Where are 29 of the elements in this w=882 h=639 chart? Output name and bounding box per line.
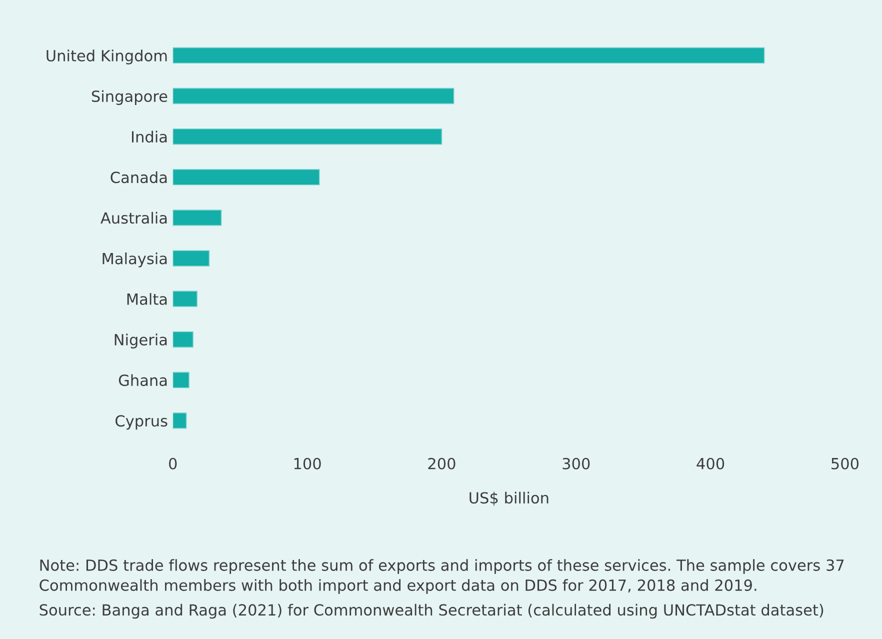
bar — [172, 331, 194, 348]
y-tick-label: Ghana — [118, 374, 167, 386]
x-tick-label: 200 — [428, 458, 456, 470]
y-tick-label: Australia — [100, 212, 167, 224]
source-note: Source: Banga and Raga (2021) for Commonwealth Secretariat (calculated using UNCTADstat dataset) — [40, 604, 824, 619]
text: Note: DDS trade flows represent the sum of exports and imports of these services. The sample covers 37 Commonwealth members with both import and export data on DDS for 2017, 2018 and 2019. — [40, 559, 844, 594]
bar — [172, 47, 765, 64]
y-tick-label: Canada — [110, 171, 167, 184]
bar — [172, 290, 198, 308]
y-tick-label: Cyprus — [116, 415, 168, 430]
x-tick-label: 400 — [696, 458, 724, 470]
y-tick-label: Nigeria — [114, 334, 167, 348]
bar — [172, 88, 454, 104]
bar — [172, 210, 222, 226]
x-tick-label: 300 — [562, 458, 590, 470]
y-tick-label: United Kingdom — [46, 50, 167, 64]
y-tick-label: India — [132, 130, 167, 143]
x-tick-label: 0 — [169, 458, 177, 470]
y-tick-label: Malaysia — [102, 252, 167, 268]
bar — [172, 412, 187, 429]
bar — [172, 250, 210, 266]
x-tick-label: 100 — [294, 458, 321, 470]
bar — [172, 372, 190, 388]
x-tick-label: 500 — [832, 458, 859, 470]
y-tick-label: Singapore — [92, 90, 168, 105]
bar — [172, 128, 442, 145]
x-axis-title: US$ billion — [470, 492, 548, 506]
bar — [172, 169, 320, 186]
y-tick-label: Malta — [127, 293, 167, 305]
